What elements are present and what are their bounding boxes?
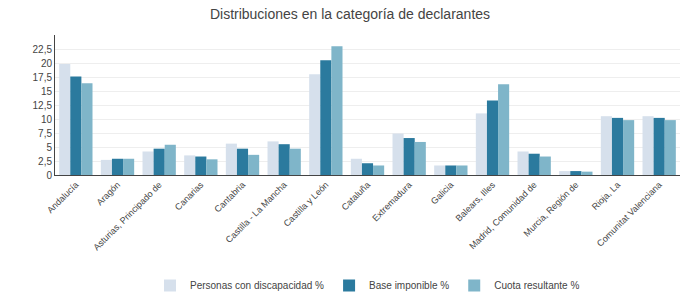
svg-text:Comunitat Valenciana: Comunitat Valenciana xyxy=(595,180,664,249)
svg-text:Distribuciones en la categoría: Distribuciones en la categoría de declar… xyxy=(210,6,490,22)
svg-text:Cataluña: Cataluña xyxy=(340,180,373,213)
svg-text:Personas con discapacidad %: Personas con discapacidad % xyxy=(190,280,324,291)
svg-text:Castilla - La Mancha: Castilla - La Mancha xyxy=(224,180,289,245)
svg-text:Rioja, La: Rioja, La xyxy=(590,180,622,212)
svg-text:Murcia, Región de: Murcia, Región de xyxy=(522,180,581,239)
svg-text:7,5: 7,5 xyxy=(38,128,52,139)
svg-text:10: 10 xyxy=(41,114,53,125)
svg-text:2,5: 2,5 xyxy=(38,156,52,167)
svg-text:Galicia: Galicia xyxy=(429,180,456,207)
svg-text:Base imponible %: Base imponible % xyxy=(369,280,449,291)
svg-text:Canarias: Canarias xyxy=(173,179,206,212)
svg-text:17,5: 17,5 xyxy=(33,72,53,83)
svg-text:Cantabria: Cantabria xyxy=(212,180,247,215)
svg-text:5: 5 xyxy=(46,142,52,153)
svg-text:Castilla y León: Castilla y León xyxy=(282,180,331,229)
svg-text:15: 15 xyxy=(41,86,53,97)
svg-text:Andalucía: Andalucía xyxy=(45,180,80,215)
svg-text:0: 0 xyxy=(46,170,52,181)
svg-text:Extremadura: Extremadura xyxy=(370,180,414,224)
svg-text:22,5: 22,5 xyxy=(33,44,53,55)
svg-text:Asturias, Principado de: Asturias, Principado de xyxy=(91,180,164,253)
svg-text:12,5: 12,5 xyxy=(33,100,53,111)
svg-text:Madrid, Comunidad de: Madrid, Comunidad de xyxy=(467,180,538,251)
svg-text:Cuota resultante %: Cuota resultante % xyxy=(494,280,579,291)
svg-text:Balears, Illes: Balears, Illes xyxy=(454,179,498,223)
svg-text:20: 20 xyxy=(41,58,53,69)
svg-text:Aragón: Aragón xyxy=(94,180,122,208)
